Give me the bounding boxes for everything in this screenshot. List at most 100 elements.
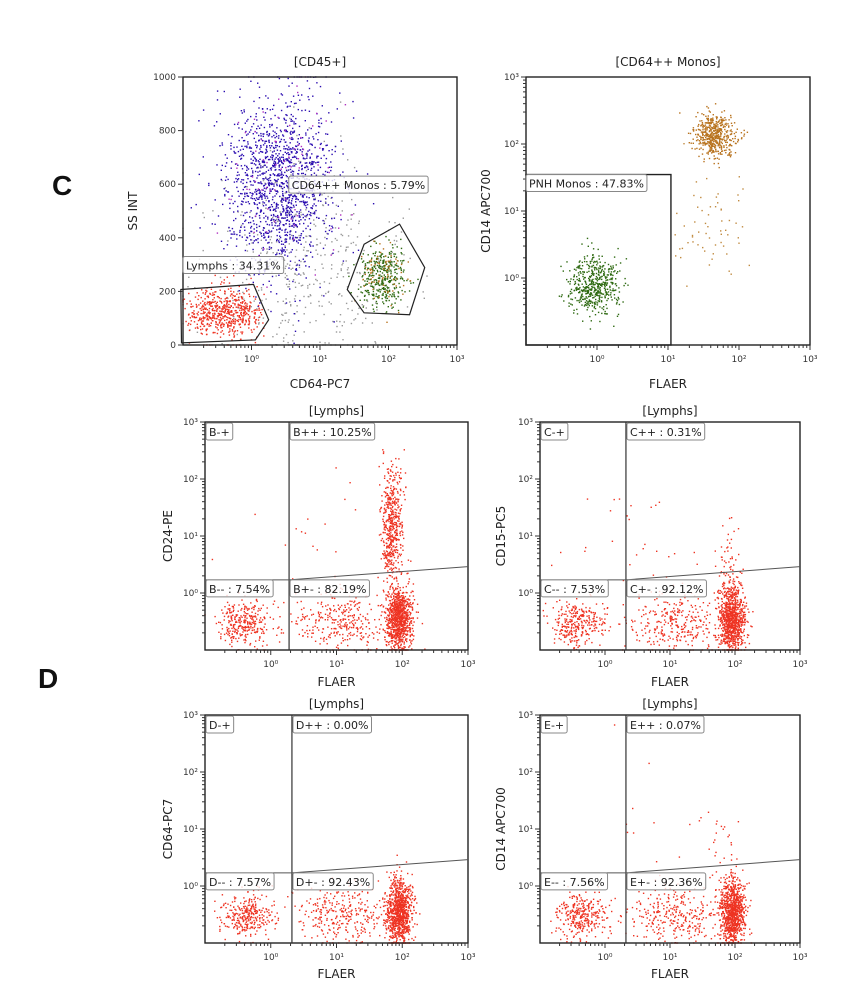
event-dot	[702, 133, 704, 135]
event-dot	[719, 146, 721, 149]
event-dot	[373, 266, 375, 268]
event-dot	[675, 255, 677, 257]
event-dot	[199, 318, 201, 320]
event-dot	[297, 108, 299, 111]
event-dot	[401, 623, 403, 625]
event-dot	[265, 215, 267, 217]
event-dot	[320, 122, 323, 125]
event-dot	[698, 129, 700, 131]
event-dot	[272, 165, 274, 167]
event-dot	[210, 322, 212, 324]
event-dot	[258, 307, 260, 309]
event-dot	[239, 229, 241, 232]
event-dot	[202, 109, 205, 111]
event-dot	[276, 145, 278, 147]
event-dot	[710, 119, 712, 121]
event-dot	[313, 198, 315, 201]
event-dot	[294, 209, 296, 211]
event-dot	[409, 599, 411, 601]
event-dot	[242, 182, 244, 185]
event-dot	[249, 274, 251, 277]
event-dot	[308, 87, 311, 90]
event-dot	[345, 626, 348, 628]
event-dot	[310, 169, 312, 171]
event-dot	[379, 628, 381, 630]
event-dot	[715, 150, 717, 152]
event-dot	[389, 281, 391, 283]
event-dot	[195, 316, 198, 319]
event-dot	[284, 234, 286, 236]
event-dot	[584, 280, 587, 283]
event-dot	[304, 201, 306, 203]
event-dot	[280, 249, 282, 251]
event-dot	[591, 286, 593, 288]
event-dot	[227, 323, 229, 326]
event-dot	[290, 174, 292, 176]
event-dot	[266, 161, 268, 164]
event-dot	[720, 147, 723, 149]
event-dot	[235, 632, 238, 634]
event-dot	[241, 137, 243, 139]
event-dot	[268, 224, 271, 226]
event-dot	[362, 260, 365, 262]
event-dot	[399, 266, 402, 269]
event-dot	[583, 288, 585, 291]
event-dot	[588, 264, 590, 267]
event-dot	[238, 619, 240, 622]
event-dot	[356, 635, 358, 637]
event-dot	[696, 147, 698, 150]
event-dot	[560, 265, 562, 268]
event-dot	[271, 158, 274, 161]
event-dot	[223, 188, 225, 190]
event-dot	[295, 231, 297, 233]
event-dot	[298, 282, 300, 284]
event-dot	[731, 131, 733, 133]
event-dot	[588, 278, 591, 281]
event-dot	[224, 309, 226, 312]
event-dot	[713, 123, 715, 125]
event-dot	[337, 250, 340, 253]
event-dot	[232, 319, 234, 321]
event-dot	[276, 216, 279, 218]
event-dot	[289, 117, 291, 120]
event-dot	[364, 280, 366, 282]
event-dot	[719, 127, 721, 130]
event-dot	[576, 313, 579, 315]
event-dot	[310, 167, 313, 170]
event-dot	[593, 286, 595, 289]
event-dot	[229, 630, 231, 632]
event-dot	[237, 627, 240, 630]
event-dot	[318, 122, 320, 124]
event-dot	[242, 315, 245, 317]
event-dot	[202, 311, 205, 313]
event-dot	[394, 264, 396, 266]
event-dot	[278, 224, 280, 227]
event-dot	[237, 626, 240, 628]
event-dot	[706, 132, 708, 135]
event-dot	[265, 220, 267, 223]
event-dot	[719, 137, 722, 139]
event-dot	[578, 291, 580, 294]
event-dot	[382, 262, 385, 264]
event-dot	[707, 115, 709, 117]
event-dot	[216, 305, 218, 307]
event-dot	[586, 297, 588, 299]
event-dot	[331, 196, 333, 199]
event-dot	[707, 214, 710, 216]
event-dot	[295, 102, 297, 104]
event-dot	[285, 208, 288, 210]
event-dot	[689, 132, 692, 135]
event-dot	[304, 616, 307, 618]
event-dot	[247, 168, 250, 170]
event-dot	[277, 173, 279, 176]
event-dot	[718, 130, 720, 132]
event-dot	[323, 281, 326, 283]
plot-title: [CD64++ Monos]	[615, 55, 720, 69]
event-dot	[313, 203, 315, 205]
event-dot	[266, 166, 268, 168]
event-dot	[388, 299, 390, 302]
event-dot	[257, 610, 259, 612]
event-dot	[232, 302, 234, 304]
event-dot	[257, 241, 259, 244]
y-tick-label: 10⁰	[504, 274, 519, 284]
